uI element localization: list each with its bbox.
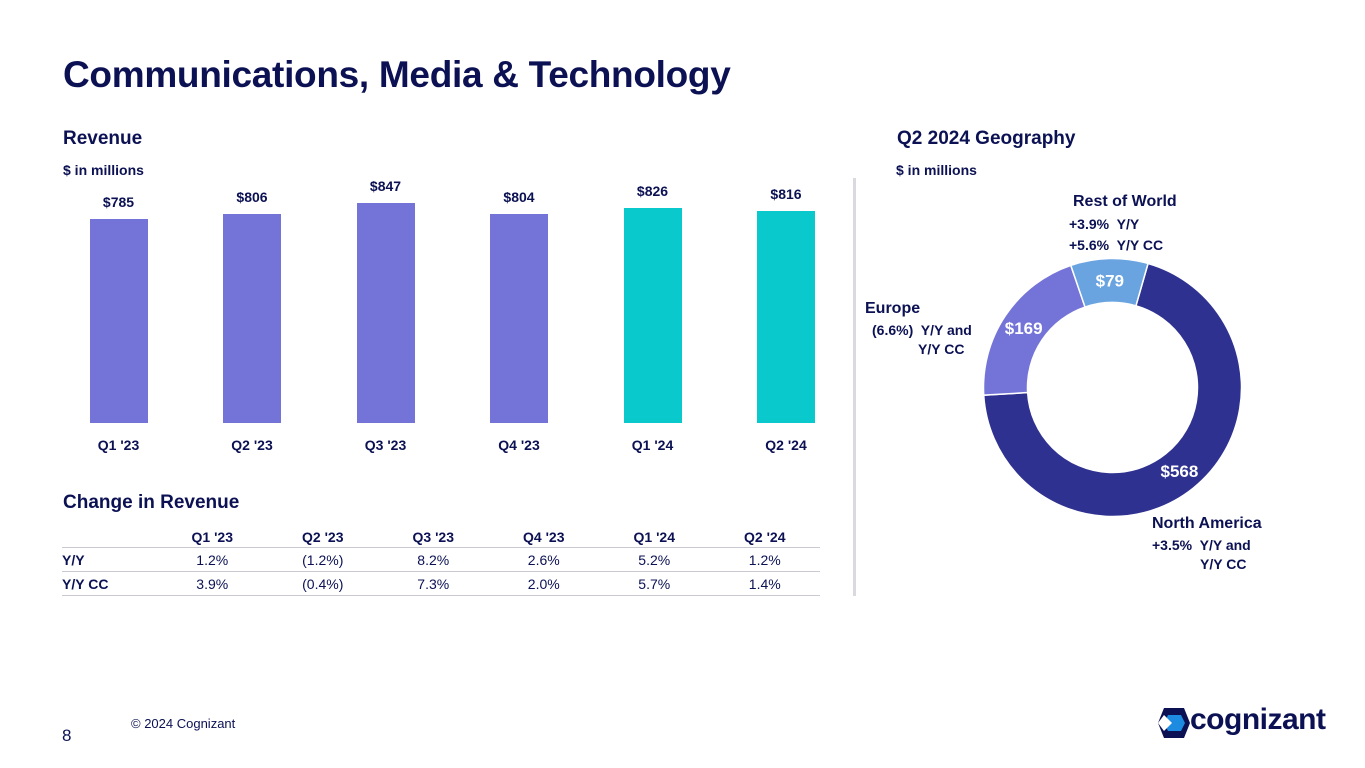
donut-slice-label: $169 (1005, 319, 1043, 338)
bar-value-label: $816 (770, 186, 802, 203)
geo-na-text-1: Y/Y and (1199, 537, 1251, 553)
table-cell: (0.4%) (267, 571, 378, 596)
table-cell: 2.6% (488, 547, 599, 572)
geo-europe-pct: (6.6%) (872, 322, 914, 338)
row-label: Y/Y (62, 547, 157, 572)
table-header-cell: Q2 '24 (709, 527, 820, 548)
bar-category-label: Q3 '23 (364, 437, 407, 453)
geo-rest-cc-text: Y/Y CC (1116, 237, 1164, 253)
geo-na-text-2: Y/Y CC (1200, 556, 1247, 572)
bar-category-label: Q2 '23 (231, 437, 273, 453)
geo-na-pct: +3.5% (1152, 537, 1193, 553)
bar-value-label: $785 (102, 194, 135, 211)
donut-slice-label: $79 (1096, 272, 1124, 291)
table-header-cell: Q3 '23 (378, 527, 489, 548)
geo-rest-stat-1: +3.9% Y/Y (1069, 215, 1139, 234)
geo-rest-stat-2: +5.6% Y/Y CC (1069, 236, 1163, 255)
page-title: Communications, Media & Technology (63, 54, 731, 95)
donut-slice (1069, 257, 1149, 309)
revenue-bar (623, 208, 682, 423)
table-header-cell: Q1 '23 (157, 527, 268, 548)
table-cell: 1.2% (709, 547, 820, 572)
table-cell: 8.2% (378, 547, 489, 572)
table-row: Y/Y 1.2% (1.2%) 8.2% 2.6% 5.2% 1.2% (62, 547, 820, 572)
row-label: Y/Y CC (62, 571, 157, 596)
geo-rest-name: Rest of World (1073, 193, 1177, 210)
table-cell: 1.2% (157, 547, 268, 572)
donut-slice-label: $568 (1160, 462, 1198, 481)
geo-unit: $ in millions (896, 162, 977, 178)
revenue-bar (490, 214, 548, 423)
bar-value-label: $806 (236, 188, 268, 205)
table-cell: 2.0% (488, 571, 599, 596)
section-divider (853, 178, 856, 596)
table-header-cell: Q1 '24 (599, 527, 710, 548)
page-number: 8 (62, 726, 72, 745)
geo-europe-text-1: Y/Y and (920, 322, 972, 338)
table-cell: 1.4% (709, 571, 820, 596)
bar-value-label: $826 (636, 183, 669, 200)
geo-na-name: North America (1152, 515, 1262, 532)
revenue-bar (757, 211, 815, 423)
table-header-cell: Q2 '23 (267, 527, 378, 548)
table-cell: 5.2% (599, 547, 710, 572)
geo-europe-name: Europe (865, 300, 921, 317)
table-cell: (1.2%) (267, 547, 378, 572)
bar-category-label: Q4 '23 (498, 437, 540, 453)
donut-slice (982, 262, 1243, 518)
bar-category-label: Q1 '24 (631, 437, 674, 453)
table-cell: 3.9% (157, 571, 268, 596)
geo-rest-yy-text: Y/Y (1116, 216, 1140, 232)
revenue-bar-chart: $785 Q1 '23 $806 Q2 '23 $847 Q3 '23 $804 Q4 '23… (0, 0, 853, 470)
geo-europe-text-2: Y/Y CC (918, 341, 965, 357)
bar-value-label: $847 (369, 178, 402, 194)
cognizant-logo-icon (1158, 708, 1190, 738)
revenue-unit: $ in millions (63, 162, 144, 178)
geography-donut-chart: $568 $169 $79 (982, 257, 1243, 518)
geo-rest-cc-pct: +5.6% (1069, 237, 1110, 253)
cognizant-logo-text: cognizant (1190, 703, 1326, 736)
bar-value-label: $804 (503, 189, 535, 206)
revenue-bar (356, 203, 415, 423)
bar-category-label: Q1 '23 (97, 437, 140, 453)
geo-europe-stat-1: (6.6%) Y/Y and (872, 321, 972, 340)
bar-category-label: Q2 '24 (765, 437, 807, 453)
change-table-header-row: Q1 '23 Q2 '23 Q3 '23 Q4 '23 Q1 '24 Q2 '2… (62, 527, 820, 548)
change-table: Q1 '23 Q2 '23 Q3 '23 Q4 '23 Q1 '24 Q2 '2… (62, 527, 820, 596)
copyright: © 2024 Cognizant (131, 716, 236, 731)
change-title: Change in Revenue (63, 492, 240, 513)
revenue-title: Revenue (63, 128, 143, 149)
table-cell: 5.7% (599, 571, 710, 596)
table-cell: 7.3% (378, 571, 489, 596)
geo-title: Q2 2024 Geography (897, 128, 1076, 149)
geo-na-stat-1: +3.5% Y/Y and (1152, 536, 1251, 555)
table-header-cell: Q4 '23 (488, 527, 599, 548)
revenue-bar (223, 213, 281, 423)
table-header-cell (62, 527, 157, 548)
revenue-bar (89, 219, 148, 423)
table-row: Y/Y CC 3.9% (0.4%) 7.3% 2.0% 5.7% 1.4% (62, 571, 820, 596)
geo-rest-yy-pct: +3.9% (1069, 216, 1110, 232)
